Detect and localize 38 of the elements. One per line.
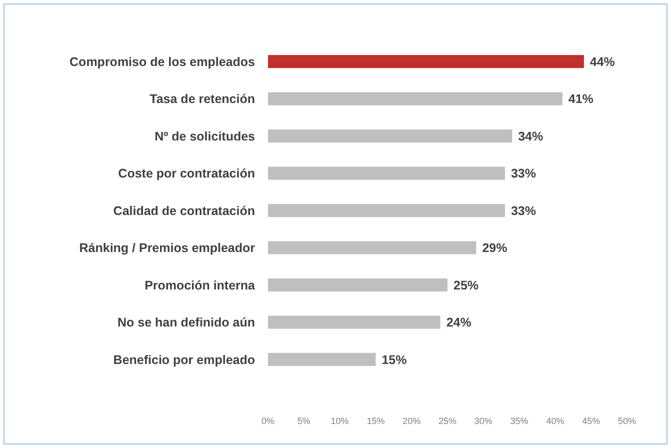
x-tick-label: 20%	[402, 416, 421, 426]
x-tick-label: 45%	[582, 416, 600, 426]
x-tick-label: 25%	[438, 416, 457, 426]
y-tick-label: Tasa de retención	[150, 92, 255, 106]
y-tick-label: Compromiso de los empleados	[70, 54, 256, 69]
x-tick-label: 50%	[618, 416, 636, 426]
data-label: 33%	[510, 166, 536, 181]
data-label: 34%	[518, 129, 544, 144]
data-label: 15%	[382, 352, 407, 367]
y-tick-label: Beneficio por empleado	[113, 352, 256, 367]
bar	[268, 241, 476, 254]
x-tick-label: 40%	[546, 416, 564, 426]
x-tick-label: 10%	[330, 416, 349, 426]
bar	[268, 166, 505, 180]
bar	[268, 316, 440, 329]
data-label: 29%	[482, 241, 508, 256]
data-label: 33%	[510, 204, 536, 218]
data-label: 41%	[568, 92, 594, 106]
y-tick-label: Promoción interna	[144, 278, 256, 292]
bar	[268, 55, 584, 68]
bar	[268, 92, 562, 106]
x-tick-label: 0%	[261, 416, 275, 426]
y-tick-label: Ránking / Premios empleador	[79, 241, 256, 256]
bar	[268, 352, 376, 366]
x-tick-label: 5%	[297, 416, 310, 426]
y-tick-label: Coste por contratación	[118, 166, 255, 181]
x-tick-label: 35%	[510, 416, 528, 426]
bar	[268, 204, 505, 218]
x-tick-label: 15%	[366, 416, 385, 426]
bar	[268, 278, 448, 292]
data-label: 25%	[454, 278, 479, 292]
data-label: 24%	[446, 316, 472, 330]
bar	[268, 130, 512, 143]
y-tick-label: Calidad de contratación	[113, 204, 255, 218]
y-tick-label: Nº de solicitudes	[154, 129, 256, 144]
data-label: 44%	[590, 54, 615, 69]
y-tick-label: No se han definido aún	[117, 316, 255, 330]
x-tick-label: 30%	[474, 416, 492, 426]
